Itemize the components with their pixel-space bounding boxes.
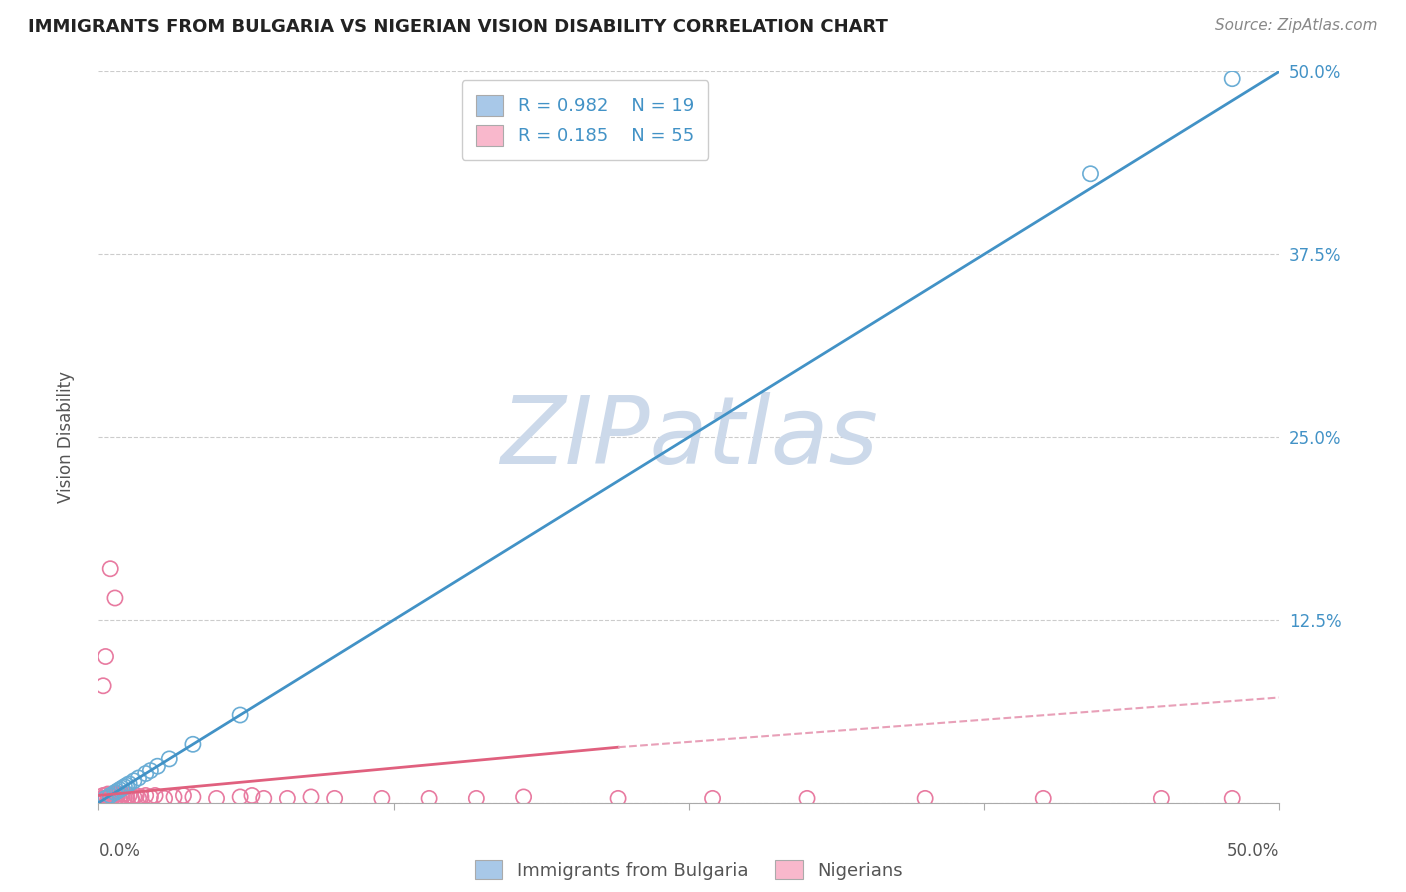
- Point: [91, 791, 114, 805]
- Point: [97, 789, 120, 804]
- Point: [98, 789, 121, 803]
- Point: [125, 789, 148, 803]
- Point: [101, 787, 124, 801]
- Point: [118, 789, 141, 803]
- Point: [111, 781, 134, 796]
- Point: [181, 737, 204, 751]
- Point: [323, 791, 346, 805]
- Y-axis label: Vision Disability: Vision Disability: [56, 371, 75, 503]
- Point: [128, 771, 150, 785]
- Point: [122, 789, 145, 804]
- Point: [98, 562, 121, 576]
- Point: [1032, 791, 1054, 805]
- Point: [104, 591, 127, 605]
- Point: [240, 789, 263, 803]
- Point: [91, 679, 114, 693]
- Point: [163, 789, 186, 804]
- Point: [253, 791, 276, 805]
- Point: [94, 649, 117, 664]
- Point: [914, 791, 936, 805]
- Point: [172, 789, 194, 803]
- Point: [143, 789, 166, 803]
- Point: [1220, 71, 1243, 86]
- Point: [105, 784, 128, 798]
- Point: [91, 789, 114, 803]
- Text: Source: ZipAtlas.com: Source: ZipAtlas.com: [1215, 18, 1378, 33]
- Point: [94, 791, 117, 805]
- Point: [97, 787, 120, 801]
- Point: [108, 791, 131, 805]
- Point: [157, 752, 180, 766]
- Point: [122, 773, 145, 788]
- Point: [299, 789, 322, 804]
- Point: [607, 791, 630, 805]
- Point: [229, 789, 252, 804]
- Point: [205, 791, 228, 805]
- Point: [105, 789, 128, 804]
- Text: ZIPatlas: ZIPatlas: [501, 392, 877, 483]
- Point: [105, 787, 128, 801]
- Point: [1220, 791, 1243, 805]
- Point: [129, 789, 152, 804]
- Point: [796, 791, 818, 805]
- Legend: Immigrants from Bulgaria, Nigerians: Immigrants from Bulgaria, Nigerians: [467, 852, 911, 888]
- Point: [111, 787, 134, 801]
- Point: [108, 782, 131, 797]
- Point: [94, 791, 117, 805]
- Point: [1080, 167, 1102, 181]
- Point: [104, 786, 127, 800]
- Point: [98, 791, 121, 805]
- Point: [115, 789, 138, 804]
- Point: [118, 777, 141, 791]
- Point: [153, 791, 176, 805]
- Text: 0.0%: 0.0%: [98, 842, 141, 860]
- Point: [1150, 791, 1173, 805]
- Point: [111, 789, 134, 804]
- Point: [104, 791, 127, 805]
- Point: [128, 791, 150, 805]
- Point: [465, 791, 488, 805]
- Text: IMMIGRANTS FROM BULGARIA VS NIGERIAN VISION DISABILITY CORRELATION CHART: IMMIGRANTS FROM BULGARIA VS NIGERIAN VIS…: [28, 18, 889, 36]
- Point: [135, 766, 157, 780]
- Point: [104, 789, 127, 803]
- Point: [121, 791, 143, 805]
- Point: [101, 789, 124, 804]
- Point: [229, 708, 252, 723]
- Point: [135, 789, 157, 803]
- Point: [139, 764, 162, 778]
- Point: [702, 791, 724, 805]
- Point: [112, 780, 135, 794]
- Point: [181, 789, 204, 804]
- Point: [115, 778, 138, 792]
- Point: [98, 789, 121, 803]
- Point: [146, 759, 169, 773]
- Point: [371, 791, 394, 805]
- Point: [112, 791, 135, 805]
- Point: [418, 791, 440, 805]
- Point: [276, 791, 298, 805]
- Point: [94, 789, 117, 803]
- Point: [90, 793, 112, 807]
- Point: [139, 789, 162, 804]
- Text: 50.0%: 50.0%: [1227, 842, 1279, 860]
- Point: [512, 789, 534, 804]
